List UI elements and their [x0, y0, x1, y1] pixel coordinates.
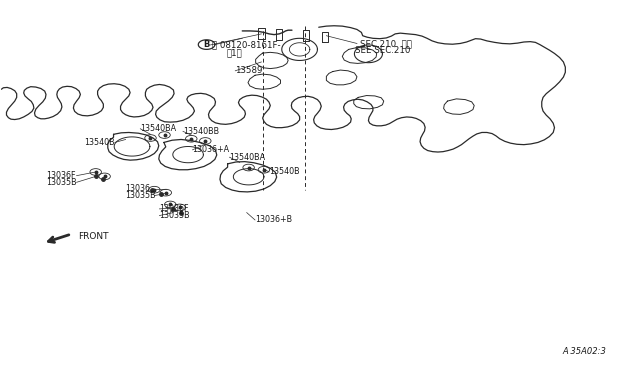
Text: 13540BA: 13540BA [230, 153, 266, 162]
Text: FRONT: FRONT [78, 232, 108, 241]
Text: 13540B: 13540B [269, 167, 300, 176]
Text: SEE SEC.210: SEE SEC.210 [355, 46, 410, 55]
Text: A 35A02:3: A 35A02:3 [563, 347, 607, 356]
Text: 13036F: 13036F [46, 171, 76, 180]
Text: Ⓑ 08120-8161F-: Ⓑ 08120-8161F- [212, 41, 280, 49]
Text: 13540BB: 13540BB [183, 127, 219, 136]
Text: 13035B: 13035B [125, 191, 156, 200]
Text: B: B [204, 40, 210, 49]
Text: 13035B: 13035B [159, 211, 190, 220]
Text: 13036+B: 13036+B [255, 215, 292, 224]
Text: 13589: 13589 [236, 66, 262, 75]
Text: 13540BA: 13540BA [140, 124, 177, 133]
Text: （1）: （1） [227, 48, 243, 57]
Text: 13540B: 13540B [84, 138, 115, 147]
Text: 13036+A: 13036+A [193, 145, 230, 154]
Text: 13036F: 13036F [159, 204, 189, 214]
Text: 13035B: 13035B [46, 178, 77, 187]
Text: SEC.210  参図: SEC.210 参図 [360, 39, 412, 48]
Text: 13036: 13036 [125, 185, 150, 193]
